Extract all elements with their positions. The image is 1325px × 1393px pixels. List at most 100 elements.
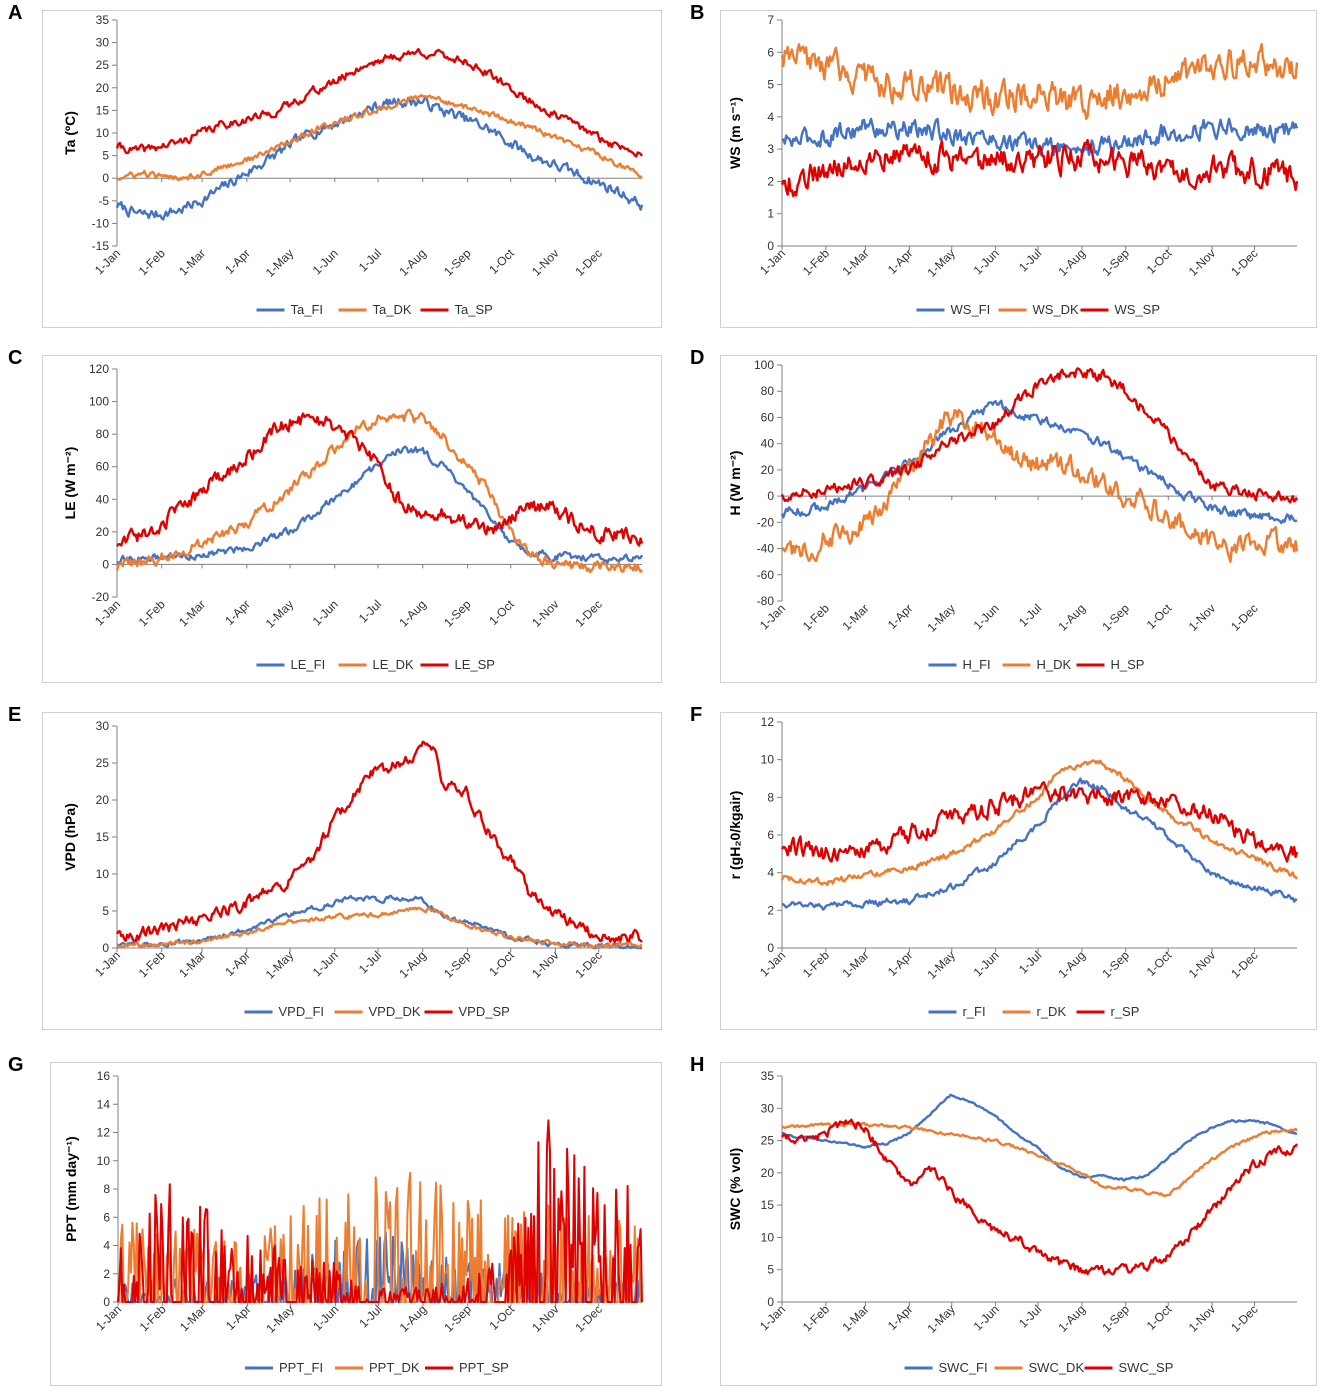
panel-label-B: B (690, 2, 705, 24)
y-tick-label: 60 (761, 410, 775, 424)
y-tick-label: -80 (757, 594, 775, 608)
legend-label-SWC_FI: SWC_FI (939, 1360, 988, 1375)
y-axis-label: WS (m s⁻¹) (727, 97, 743, 169)
y-tick-label: 80 (96, 427, 110, 441)
chart-panel-E: E 0 5 10 15 20 25 30 1-Jan 1-Feb 1-Mar 1-Apr 1-May 1-… (8, 704, 662, 1030)
y-tick-label: -15 (92, 239, 110, 253)
legend-label-r_DK: r_DK (1037, 1004, 1067, 1019)
y-tick-label: 25 (96, 756, 110, 770)
y-tick-label: 10 (96, 126, 110, 140)
y-tick-label: 14 (97, 1097, 111, 1111)
y-tick-label: 40 (761, 437, 775, 451)
y-tick-label: 60 (96, 460, 110, 474)
y-tick-label: 3 (767, 142, 774, 156)
chart-panel-A: A -15 -10 -5 0 5 10 15 20 25 30 35 1-Jan 1-Feb 1-Mar 1-… (8, 2, 662, 328)
series-line-Ta_DK (116, 94, 643, 182)
y-tick-label: 30 (96, 719, 110, 733)
legend-label-SWC_DK: SWC_DK (1029, 1360, 1085, 1375)
series-line-H_SP (780, 367, 1298, 504)
series-line-Ta_SP (115, 47, 643, 158)
series-line-SWC_DK (781, 1121, 1298, 1197)
y-tick-label: 30 (96, 36, 110, 50)
series-line-LE_SP (116, 412, 644, 547)
legend-label-VPD_SP: VPD_SP (459, 1004, 510, 1019)
y-tick-label: 5 (102, 149, 109, 163)
legend-label-H_DK: H_DK (1037, 657, 1072, 672)
y-tick-label: -20 (757, 515, 775, 529)
series-line-r_FI (781, 777, 1298, 911)
y-tick-label: 30 (761, 1101, 775, 1115)
y-tick-label: 20 (96, 81, 110, 95)
y-axis-label: PPT (mm day⁻¹) (63, 1136, 79, 1241)
y-tick-label: 15 (96, 103, 110, 117)
y-tick-label: 4 (767, 866, 774, 880)
y-tick-label: 5 (767, 1263, 774, 1277)
y-axis-label: H (W m⁻²) (727, 451, 743, 516)
y-tick-label: 35 (96, 13, 110, 27)
y-tick-label: 12 (761, 715, 775, 729)
legend-label-H_FI: H_FI (963, 657, 991, 672)
panel-label-F: F (690, 704, 703, 726)
y-tick-label: 2 (767, 174, 774, 188)
y-tick-label: 15 (96, 830, 110, 844)
y-tick-label: 8 (103, 1182, 110, 1196)
y-tick-label: 0 (767, 941, 774, 955)
panel-label-A: A (8, 2, 23, 24)
y-tick-label: 40 (96, 492, 110, 506)
y-tick-label: 0 (767, 489, 774, 503)
legend-label-SWC_SP: SWC_SP (1119, 1360, 1174, 1375)
chart-panel-H: H 0 5 10 15 20 25 30 35 1-Jan 1-Feb 1-Mar 1-Apr 1-May… (690, 1054, 1317, 1386)
chart-panel-D: D -80 -60 -40 -20 0 20 40 60 80 100 1-Jan 1-Feb 1-Mar… (690, 347, 1317, 683)
series-line-WS_SP (780, 138, 1299, 198)
chart-frame (720, 355, 1317, 683)
y-tick-label: 100 (89, 395, 109, 409)
y-tick-label: 0 (102, 941, 109, 955)
y-tick-label: 25 (96, 58, 110, 72)
y-tick-label: 35 (761, 1069, 775, 1083)
y-tick-label: 10 (761, 1230, 775, 1244)
chart-frame (720, 712, 1317, 1030)
legend-label-WS_DK: WS_DK (1033, 302, 1080, 317)
panel-label-H: H (690, 1054, 705, 1076)
y-axis-label: Ta (ºC) (62, 111, 78, 155)
panel-label-G: G (8, 1054, 24, 1076)
y-tick-label: 20 (96, 793, 110, 807)
y-tick-label: 100 (754, 358, 774, 372)
y-tick-label: 1 (767, 207, 774, 221)
y-tick-label: -5 (98, 194, 109, 208)
y-tick-label: 80 (761, 384, 775, 398)
legend-label-PPT_FI: PPT_FI (279, 1360, 323, 1375)
series-line-SWC_FI (782, 1093, 1298, 1182)
y-tick-label: 2 (103, 1267, 110, 1281)
series-line-r_SP (781, 781, 1299, 863)
y-tick-label: 20 (96, 525, 110, 539)
chart-frame (42, 712, 662, 1030)
y-tick-label: -20 (92, 590, 110, 604)
legend-label-PPT_SP: PPT_SP (459, 1360, 509, 1375)
y-tick-label: 0 (767, 239, 774, 253)
chart-panel-F: F 0 2 4 6 8 10 12 1-Jan 1-Feb 1-Mar 1-Apr 1-May 1-Jun… (690, 704, 1317, 1030)
legend-label-LE_DK: LE_DK (373, 657, 415, 672)
chart-panel-B: B 0 1 2 3 4 5 6 7 1-Jan 1-Feb 1-Mar 1-Apr 1-May 1-Jun 1… (690, 2, 1317, 328)
series-line-VPD_DK (116, 906, 643, 949)
legend-label-VPD_DK: VPD_DK (369, 1004, 421, 1019)
y-tick-label: -10 (92, 216, 110, 230)
y-tick-label: 16 (97, 1069, 111, 1083)
legend-label-PPT_DK: PPT_DK (369, 1360, 420, 1375)
y-tick-label: 12 (97, 1126, 111, 1140)
y-tick-label: 120 (89, 362, 109, 376)
series-line-r_DK (780, 759, 1298, 887)
y-tick-label: 2 (767, 903, 774, 917)
y-tick-label: 10 (761, 753, 775, 767)
legend-label-Ta_FI: Ta_FI (291, 302, 324, 317)
chart-frame (42, 355, 662, 683)
y-tick-label: 4 (767, 110, 774, 124)
y-tick-label: 0 (102, 171, 109, 185)
y-axis-label: LE (W m⁻²) (62, 447, 78, 520)
